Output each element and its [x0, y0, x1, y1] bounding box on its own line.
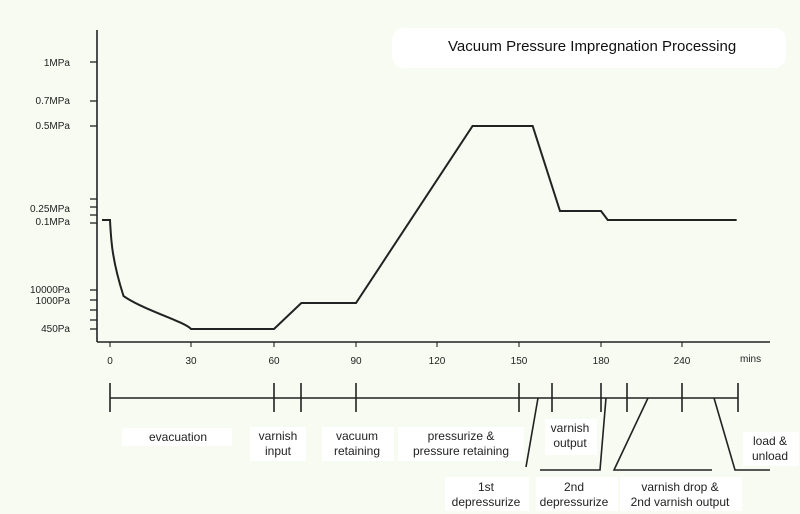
- phase-label-3-line-1: pressure retaining: [413, 444, 509, 458]
- phase-label-3-line-0: pressurize &: [428, 429, 495, 443]
- y-tick-label-5: 10000Pa: [30, 285, 70, 296]
- y-tick-label-3: 0.25MPa: [30, 204, 70, 215]
- phase-label-6-line-1: depressurize: [540, 495, 609, 509]
- connector-1st-depressurize: [525, 397, 539, 468]
- x-axis-unit: mins: [740, 354, 761, 365]
- phase-label-7-line-1: 2nd varnish output: [631, 495, 730, 509]
- phase-label-6-line-0: 2nd: [564, 480, 584, 494]
- process-curve: [102, 125, 737, 330]
- x-tick-label-1: 30: [185, 356, 197, 367]
- phase-label-1-line-1: input: [265, 444, 292, 458]
- phase-label-5: varnish output: [551, 421, 590, 450]
- phase-label-0: evacuation: [149, 430, 207, 444]
- phase-label-8-line-0: load &: [753, 434, 787, 448]
- x-tick-label-0: 0: [107, 356, 113, 367]
- phase-label-2: vacuum retaining: [334, 429, 380, 458]
- y-tick-label-0: 1MPa: [44, 58, 71, 69]
- phase-label-4-line-1: depressurize: [452, 495, 521, 509]
- x-tick-label-7: 240: [674, 356, 691, 367]
- phase-label-1-line-0: varnish: [259, 429, 298, 443]
- y-tick-label-4: 0.1MPa: [36, 217, 71, 228]
- phase-label-bg-1: [250, 427, 306, 461]
- phase-label-bg-0: [122, 428, 232, 446]
- x-tick-label-3: 90: [350, 356, 362, 367]
- connector-load-unload: [713, 397, 770, 471]
- x-tick-label-6: 180: [593, 356, 610, 367]
- y-tick-label-6: 1000Pa: [36, 296, 71, 307]
- phase-label-3: pressurize & pressure retaining: [413, 429, 509, 458]
- phase-label-6: 2nd depressurize: [540, 480, 609, 509]
- phase-label-8: load & unload: [752, 434, 788, 463]
- phase-label-2-line-1: retaining: [334, 444, 380, 458]
- phase-label-bg-6: [536, 477, 618, 511]
- phase-label-2-line-0: vacuum: [336, 429, 378, 443]
- x-tick-label-4: 120: [429, 356, 446, 367]
- phase-label-7: varnish drop & 2nd varnish output: [631, 480, 730, 509]
- phase-label-8-line-1: unload: [752, 449, 788, 463]
- phase-label-bg-4: [445, 477, 529, 511]
- phase-label-bg-3: [398, 427, 524, 461]
- y-tick-label-7: 450Pa: [41, 324, 70, 335]
- phase-label-5-line-0: varnish: [551, 421, 590, 435]
- phase-label-bg-5: [545, 419, 597, 455]
- title-box: [392, 28, 786, 68]
- connector-2nd-depressurize: [540, 397, 607, 471]
- phase-label-7-line-0: varnish drop &: [641, 480, 718, 494]
- phase-label-bg-8: [743, 432, 799, 466]
- phase-label-bg-2: [322, 427, 394, 461]
- connector-varnish-drop: [612, 397, 712, 471]
- phase-label-4-line-0: 1st: [478, 480, 495, 494]
- y-tick-label-2: 0.5MPa: [36, 121, 71, 132]
- phase-label-4: 1st depressurize: [452, 480, 521, 509]
- phase-label-0-line-0: evacuation: [149, 430, 207, 444]
- phase-label-5-line-1: output: [553, 436, 587, 450]
- y-tick-label-1: 0.7MPa: [36, 96, 71, 107]
- phase-label-1: varnish input: [259, 429, 298, 458]
- chart-title: Vacuum Pressure Impregnation Processing: [448, 38, 737, 55]
- phase-label-bg-7: [620, 477, 742, 511]
- x-tick-label-2: 60: [268, 356, 280, 367]
- x-tick-label-5: 150: [511, 356, 528, 367]
